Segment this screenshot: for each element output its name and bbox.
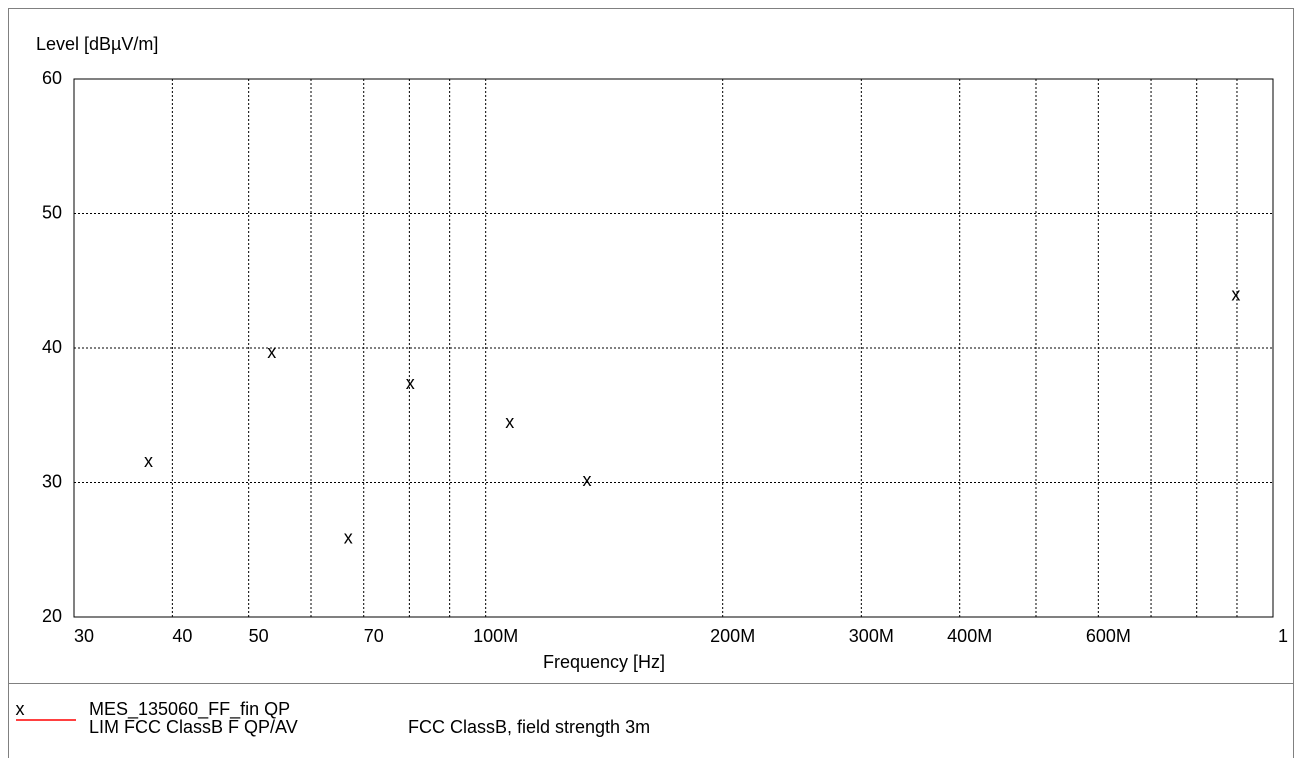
data-point: x [1231, 284, 1240, 304]
data-point: x [344, 528, 353, 548]
y-tick-label: 50 [42, 202, 62, 222]
legend-text: LIM FCC ClassB F QP/AV [89, 717, 298, 737]
legend-description: FCC ClassB, field strength 3m [408, 717, 650, 737]
legend-symbol: x [16, 699, 25, 719]
data-point: x [144, 451, 153, 471]
plot: 20 30 40 50 60 30 40 50 70 100M 200M 300M 400M 600M 1 x… [42, 68, 1288, 646]
legend-text: MES_135060_FF_fin QP [89, 699, 290, 720]
y-tick-label: 40 [42, 337, 62, 357]
data-point: x [583, 470, 592, 490]
y-tick-label: 20 [42, 606, 62, 626]
y-tick-label: 30 [42, 471, 62, 491]
x-tick-label: 600M [1086, 626, 1131, 646]
x-tick-label: 30 [74, 626, 94, 646]
x-tick-label: 50 [249, 626, 269, 646]
x-axis-label: Frequency [Hz] [543, 652, 665, 672]
x-tick-label: 40 [172, 626, 192, 646]
x-tick-label: 300M [849, 626, 894, 646]
x-tick-label: 1 [1278, 626, 1288, 646]
x-tick-label: 100M [473, 626, 518, 646]
data-point: x [406, 373, 415, 393]
y-axis-label: Level [dBµV/m] [36, 34, 158, 54]
x-tick-label: 200M [710, 626, 755, 646]
plot-border [73, 78, 1274, 618]
data-point: x [505, 412, 514, 432]
frame [8, 8, 1294, 763]
y-tick-label: 60 [42, 68, 62, 88]
data-point: x [267, 342, 276, 362]
x-tick-label: 70 [364, 626, 384, 646]
x-tick-label: 400M [947, 626, 992, 646]
